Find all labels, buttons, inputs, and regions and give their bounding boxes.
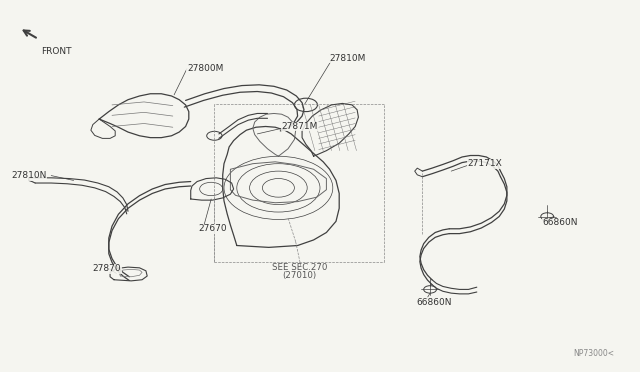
Text: FRONT: FRONT bbox=[42, 46, 72, 55]
Text: 27810M: 27810M bbox=[330, 54, 366, 63]
Text: 27800M: 27800M bbox=[187, 64, 223, 73]
Text: (27010): (27010) bbox=[282, 271, 317, 280]
Text: 66860N: 66860N bbox=[416, 298, 451, 307]
Text: 27171X: 27171X bbox=[467, 159, 502, 168]
Text: 27871M: 27871M bbox=[282, 122, 318, 131]
Text: 27670: 27670 bbox=[198, 224, 227, 233]
Text: NP73000<: NP73000< bbox=[573, 349, 614, 358]
Text: SEE SEC.270: SEE SEC.270 bbox=[272, 263, 327, 272]
Text: 27870: 27870 bbox=[93, 264, 122, 273]
Text: 66860N: 66860N bbox=[543, 218, 578, 227]
Text: 27810N: 27810N bbox=[12, 171, 47, 180]
